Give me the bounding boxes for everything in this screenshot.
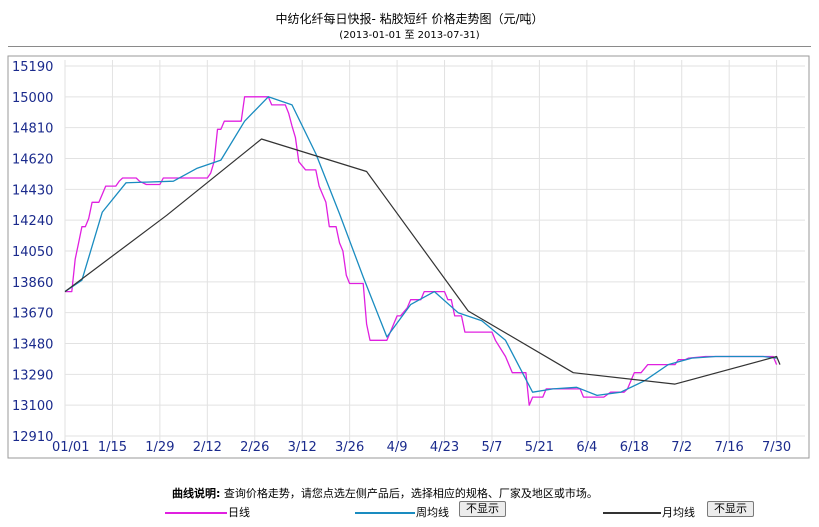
x-tick-label: 01/01 <box>52 440 89 455</box>
grid-lines <box>64 60 805 444</box>
series-line-weekly <box>64 96 777 397</box>
hide-monthly-button[interactable]: 不显示 <box>707 501 754 517</box>
chart-title: 中纺化纤每日快报- 粘胶短纤 价格走势图（元/吨） <box>275 12 544 26</box>
y-tick-label: 13290 <box>12 368 53 383</box>
legend-monthly-swatch <box>603 512 661 514</box>
x-tick-label: 1/29 <box>145 440 174 455</box>
legend-weekly-swatch <box>355 512 415 514</box>
legend-daily-swatch <box>165 512 227 514</box>
legend-weekly: 周均线 不显示 <box>355 500 525 520</box>
y-tick-label: 15190 <box>12 60 53 75</box>
x-tick-label: 6/18 <box>620 440 649 455</box>
series-lines <box>64 96 781 406</box>
y-tick-label: 14240 <box>12 214 53 229</box>
hide-weekly-button[interactable]: 不显示 <box>459 501 506 517</box>
legend-monthly: 月均线 不显示 <box>603 500 773 520</box>
x-tick-label: 3/12 <box>288 440 317 455</box>
y-tick-label: 14430 <box>12 183 53 198</box>
x-tick-label: 2/26 <box>240 440 269 455</box>
legend-daily: 日线 <box>165 500 285 520</box>
x-tick-label: 1/15 <box>98 440 127 455</box>
series-line-monthly <box>64 138 781 385</box>
x-tick-label: 7/2 <box>671 440 692 455</box>
legend-weekly-label: 周均线 <box>416 506 449 519</box>
curve-note-text: 查询价格走势，请您点选左侧产品后，选择相应的规格、厂家及地区或市场。 <box>223 487 598 500</box>
price-trend-chart: 12910 13100 13290 13480 13670 13860 14050 14240… <box>7 55 810 459</box>
y-axis-ticks: 12910 13100 13290 13480 13670 13860 14050 14240… <box>12 60 53 445</box>
legend-monthly-label: 月均线 <box>662 506 695 519</box>
x-tick-label: 6/4 <box>576 440 597 455</box>
x-tick-label: 7/30 <box>762 440 791 455</box>
y-tick-label: 14810 <box>12 122 53 137</box>
x-axis-ticks: 01/01 1/15 1/29 2/12 2/26 3/12 3/26 4/9 4/23 5/7 5… <box>52 440 791 455</box>
plot-frame <box>7 55 810 459</box>
title-divider <box>8 46 811 47</box>
chart-subtitle: (2013-01-01 至 2013-07-31) <box>339 30 480 41</box>
y-tick-label: 13100 <box>12 399 53 414</box>
x-tick-label: 2/12 <box>193 440 222 455</box>
y-tick-label: 15000 <box>12 91 53 106</box>
y-tick-label: 12910 <box>12 430 53 445</box>
x-tick-label: 7/16 <box>715 440 744 455</box>
x-tick-label: 3/26 <box>335 440 364 455</box>
y-tick-label: 14620 <box>12 153 53 168</box>
legend-daily-label: 日线 <box>228 506 250 519</box>
y-tick-label: 13670 <box>12 307 53 322</box>
x-tick-label: 4/9 <box>387 440 408 455</box>
y-tick-label: 13480 <box>12 338 53 353</box>
y-tick-label: 14050 <box>12 245 53 260</box>
curve-note-label: 曲线说明: <box>172 487 221 500</box>
x-tick-label: 5/21 <box>525 440 554 455</box>
x-tick-label: 5/7 <box>482 440 503 455</box>
curve-note: 曲线说明: 查询价格走势，请您点选左侧产品后，选择相应的规格、厂家及地区或市场。 <box>172 485 598 501</box>
y-tick-label: 13860 <box>12 276 53 291</box>
x-tick-label: 4/23 <box>430 440 459 455</box>
